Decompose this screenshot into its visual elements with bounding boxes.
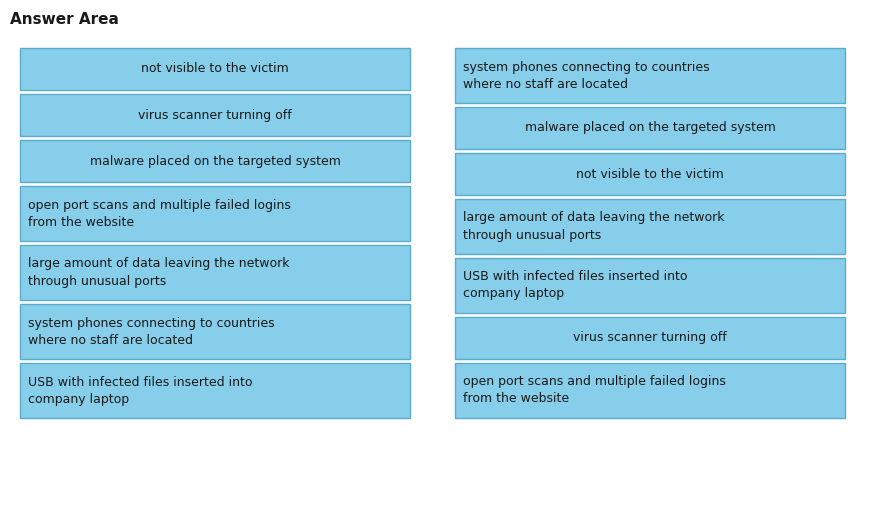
Text: not visible to the victim: not visible to the victim xyxy=(141,63,289,76)
Text: malware placed on the targeted system: malware placed on the targeted system xyxy=(525,122,775,135)
FancyBboxPatch shape xyxy=(20,94,410,136)
FancyBboxPatch shape xyxy=(20,304,410,359)
FancyBboxPatch shape xyxy=(455,48,845,103)
Text: open port scans and multiple failed logins
from the website: open port scans and multiple failed logi… xyxy=(463,375,726,406)
FancyBboxPatch shape xyxy=(20,186,410,241)
FancyBboxPatch shape xyxy=(20,363,410,418)
Text: large amount of data leaving the network
through unusual ports: large amount of data leaving the network… xyxy=(28,257,289,288)
Text: open port scans and multiple failed logins
from the website: open port scans and multiple failed logi… xyxy=(28,198,291,229)
FancyBboxPatch shape xyxy=(455,317,845,359)
FancyBboxPatch shape xyxy=(455,199,845,254)
FancyBboxPatch shape xyxy=(20,245,410,300)
Text: system phones connecting to countries
where no staff are located: system phones connecting to countries wh… xyxy=(463,61,710,90)
Text: malware placed on the targeted system: malware placed on the targeted system xyxy=(90,155,340,168)
FancyBboxPatch shape xyxy=(20,140,410,182)
Text: USB with infected files inserted into
company laptop: USB with infected files inserted into co… xyxy=(463,270,687,301)
FancyBboxPatch shape xyxy=(455,153,845,195)
Text: large amount of data leaving the network
through unusual ports: large amount of data leaving the network… xyxy=(463,211,724,242)
Text: USB with infected files inserted into
company laptop: USB with infected files inserted into co… xyxy=(28,375,252,406)
Text: system phones connecting to countries
where no staff are located: system phones connecting to countries wh… xyxy=(28,316,274,347)
Text: virus scanner turning off: virus scanner turning off xyxy=(138,109,292,122)
FancyBboxPatch shape xyxy=(455,363,845,418)
FancyBboxPatch shape xyxy=(455,258,845,313)
Text: not visible to the victim: not visible to the victim xyxy=(576,168,724,181)
Text: virus scanner turning off: virus scanner turning off xyxy=(573,331,727,345)
Text: Answer Area: Answer Area xyxy=(10,12,119,27)
FancyBboxPatch shape xyxy=(455,107,845,149)
FancyBboxPatch shape xyxy=(20,48,410,90)
